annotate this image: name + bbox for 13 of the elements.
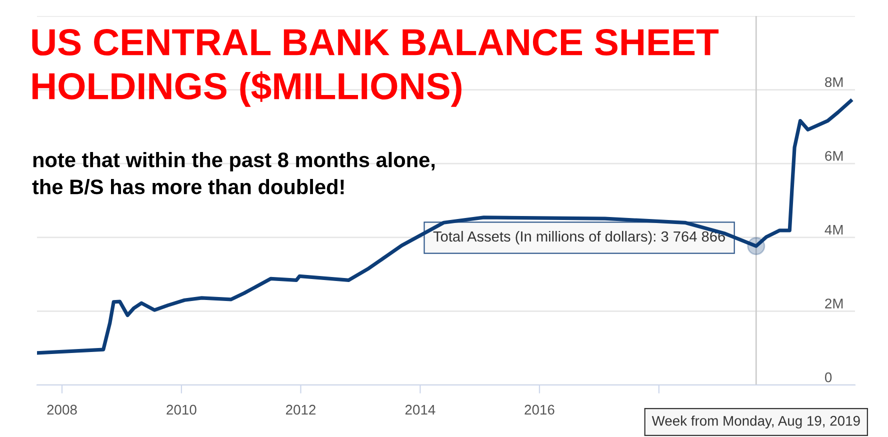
text: note that within the past 8 months alone, the B/S has more than doubled! xyxy=(32,152,435,194)
x-tick-label: 2010 xyxy=(166,404,196,415)
x-tick-label: 2008 xyxy=(47,404,77,415)
y-tick-label: 6M xyxy=(825,151,843,161)
y-tick-label: 8M xyxy=(825,77,843,88)
ref-line-label: Week from Monday, Aug 19, 2019 xyxy=(652,416,860,429)
y-tick-label: 0 xyxy=(824,372,832,382)
x-tick-label: 2012 xyxy=(286,404,316,415)
y-tick-label: 4M xyxy=(824,224,843,235)
x-tick-label: 2014 xyxy=(405,404,436,415)
x-tick-label: 2016 xyxy=(524,404,554,415)
y-tick-label: 2M xyxy=(825,298,843,308)
text: US CENTRAL BANK BALANCE SHEET HOLDINGS ($MILLIONS) xyxy=(32,28,719,107)
